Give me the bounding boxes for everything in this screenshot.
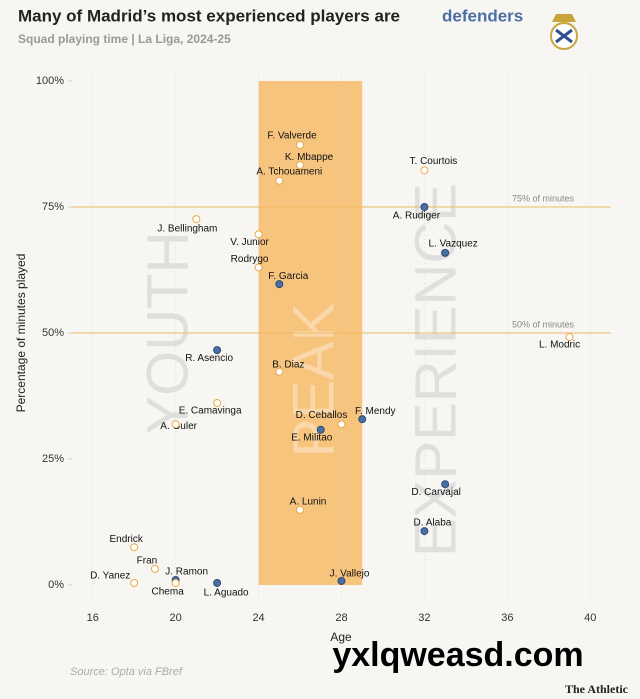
subtitle: Squad playing time | La Liga, 2024-25 (18, 32, 231, 46)
player-point (213, 399, 222, 408)
zone-label: PEAK (281, 302, 346, 457)
player-point (275, 280, 284, 289)
player-label: J. Ramon (165, 567, 208, 578)
player-point (275, 367, 284, 376)
player-point (171, 420, 180, 429)
player-label: B. Diaz (272, 359, 304, 370)
player-point (420, 527, 429, 536)
player-point (296, 161, 305, 170)
player-point (296, 505, 305, 514)
player-label: D. Ceballos (296, 410, 348, 421)
player-label: L. Vazquez (429, 239, 478, 250)
player-point (316, 425, 325, 434)
player-label: D. Carvajal (411, 487, 460, 498)
club-crest (550, 14, 578, 50)
player-point (296, 141, 305, 150)
reference-label: 75% of minutes (512, 193, 575, 203)
player-label: A. Tchouameni (256, 166, 322, 177)
player-label: V. Junior (230, 237, 269, 248)
y-tick-label: 0% (48, 579, 64, 591)
player-label: T. Courtois (410, 156, 458, 167)
x-tick-label: 28 (335, 612, 347, 624)
player-label: J. Vallejo (330, 569, 370, 580)
player-point (358, 415, 367, 424)
player-label: E. Militao (291, 432, 333, 443)
x-tick-label: 40 (584, 612, 596, 624)
player-point (213, 346, 222, 355)
player-point (171, 578, 180, 587)
player-label: F. Valverde (267, 131, 317, 142)
player-point (441, 248, 450, 257)
player-label: L. Modric (539, 340, 580, 351)
player-point (275, 176, 284, 185)
player-point (254, 263, 263, 272)
title-highlight: defenders (442, 6, 523, 25)
player-label: Chema (152, 587, 185, 598)
player-label: Rodrygo (231, 254, 269, 265)
y-tick-label: 50% (42, 327, 64, 339)
player-point (254, 230, 263, 239)
player-point (150, 564, 159, 573)
player-label: F. Garcia (268, 271, 308, 282)
player-point (192, 215, 201, 224)
player-point (130, 543, 139, 552)
player-label: Endrick (110, 534, 144, 545)
player-label: E. Camavinga (179, 406, 242, 417)
player-point (213, 578, 222, 587)
player-label: L. Aguado (204, 588, 249, 599)
reference-label: 50% of minutes (512, 319, 575, 329)
player-label: K. Mbappe (285, 152, 334, 163)
player-label: A. Lunin (290, 497, 327, 508)
x-tick-label: 36 (501, 612, 513, 624)
source: Source: Opta via FBref (70, 666, 183, 678)
player-label: Fran (137, 556, 158, 567)
x-axis-label: Age (330, 630, 352, 644)
player-label: A. Rudiger (393, 211, 441, 222)
x-tick-label: 16 (87, 612, 99, 624)
player-label: J. Bellingham (157, 224, 217, 235)
y-tick-label: 25% (42, 453, 64, 465)
player-label: D. Alaba (414, 518, 452, 529)
player-point (130, 578, 139, 587)
player-point (337, 576, 346, 585)
player-label: D. Yanez (90, 571, 130, 582)
zone-label: EXPERIENCE (403, 183, 468, 557)
player-point (420, 166, 429, 175)
player-label: F. Mendy (355, 406, 396, 417)
player-point (420, 203, 429, 211)
x-tick-label: 24 (252, 612, 264, 624)
player-point (337, 420, 346, 429)
y-tick-label: 100% (36, 75, 64, 87)
y-tick-label: 75% (42, 201, 64, 213)
chart-title: Many of Madrid’s most experienced player… (18, 6, 400, 25)
x-tick-label: 32 (418, 612, 430, 624)
player-label: R. Asencio (185, 353, 233, 364)
player-point (565, 333, 574, 342)
player-point (441, 480, 450, 489)
brand: The Athletic (565, 682, 629, 696)
y-axis-label: Percentage of minutes played (14, 254, 28, 413)
watermark: yxlqweasd.com (332, 636, 583, 674)
x-tick-label: 20 (170, 612, 182, 624)
